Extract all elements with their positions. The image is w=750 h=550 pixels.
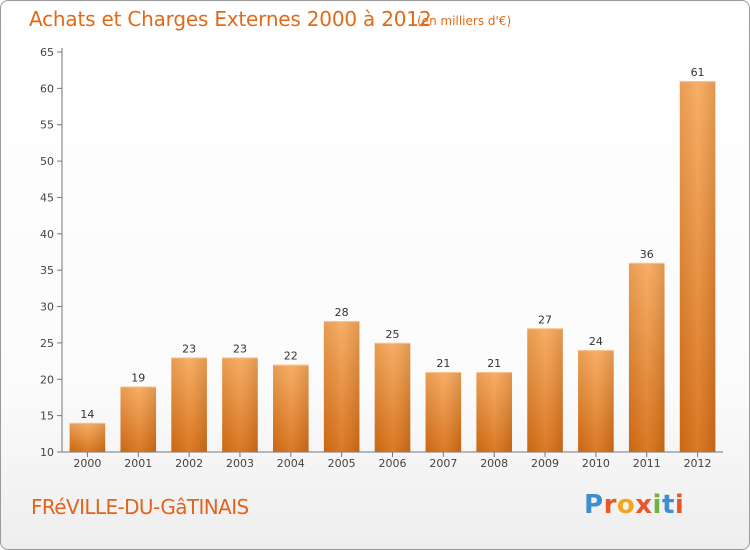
value-label-2002: 23: [182, 342, 196, 355]
value-label-2011: 36: [640, 248, 654, 261]
bar-shade-2011: [628, 262, 665, 452]
y-tick-label: 10: [40, 446, 54, 459]
bar-shade-2009: [527, 328, 563, 452]
value-label-2009: 27: [538, 313, 552, 326]
bar-shade-2005: [323, 321, 360, 452]
bar-shade-2003: [222, 357, 258, 452]
value-label-2000: 14: [80, 408, 94, 421]
x-tick-label-2001: 2001: [124, 457, 152, 470]
y-tick-label: 50: [40, 155, 54, 168]
bar-shade-2008: [476, 372, 512, 452]
x-tick-label-2000: 2000: [73, 457, 101, 470]
logo-letter: o: [616, 490, 636, 520]
value-label-2012: 61: [691, 66, 705, 79]
x-tick-label-2004: 2004: [277, 457, 305, 470]
value-label-2006: 25: [386, 328, 400, 341]
y-tick-label: 55: [40, 119, 54, 132]
y-tick-label: 20: [40, 373, 54, 386]
bars: [69, 81, 716, 452]
y-tick-label: 25: [40, 337, 54, 350]
bar-shade-2006: [374, 342, 411, 452]
value-labels: 14 19 23 23 22 28 25 21 21 27 24 36 61: [80, 66, 704, 421]
chart-subtitle: (en milliers d'€): [417, 14, 512, 28]
x-tick-label-2006: 2006: [379, 457, 407, 470]
bar-shade-2004: [273, 364, 309, 452]
y-tick-label: 15: [40, 410, 54, 423]
x-tick-label-2002: 2002: [175, 457, 203, 470]
commune-name: FRéVILLE-DU-GâTINAIS: [31, 495, 249, 519]
y-tick-label: 65: [40, 46, 54, 59]
bar-shade-2010: [578, 350, 614, 452]
value-label-2003: 23: [233, 342, 247, 355]
value-label-2005: 28: [335, 306, 349, 319]
axes: 10 15 20 25 30 35 40 45 50 55 60 65 2000 2001 2002 2003…: [40, 46, 723, 470]
x-tick-label-2011: 2011: [633, 457, 661, 470]
logo-letter: x: [635, 490, 653, 520]
y-tick-label: 40: [40, 228, 54, 241]
logo-letter: r: [603, 490, 617, 520]
bar-shade-2000: [69, 422, 106, 452]
value-label-2010: 24: [589, 335, 603, 348]
bar-shade-2012: [679, 81, 716, 452]
value-label-2007: 21: [436, 357, 450, 370]
chart-title: Achats et Charges Externes 2000 à 2012: [29, 7, 432, 31]
bar-shade-2007: [425, 372, 462, 452]
value-label-2001: 19: [131, 372, 145, 385]
x-tick-label-2008: 2008: [480, 457, 508, 470]
y-tick-label: 45: [40, 191, 54, 204]
x-tick-label-2003: 2003: [226, 457, 254, 470]
bar-shade-2001: [120, 386, 157, 452]
value-label-2004: 22: [284, 350, 298, 363]
x-tick-label-2009: 2009: [531, 457, 559, 470]
logo-letter: i: [674, 490, 685, 520]
y-tick-label: 60: [40, 82, 54, 95]
logo-letter: P: [584, 490, 604, 520]
proxiti-logo[interactable]: Proxiti: [584, 490, 684, 520]
x-tick-label-2005: 2005: [328, 457, 356, 470]
bar-shade-2002: [171, 357, 207, 452]
logo-letter: i: [652, 490, 662, 520]
x-tick-label-2010: 2010: [582, 457, 610, 470]
x-tick-label-2007: 2007: [429, 457, 457, 470]
logo-letter: t: [661, 490, 675, 520]
y-tick-label: 30: [40, 301, 54, 314]
y-tick-label: 35: [40, 264, 54, 277]
value-label-2008: 21: [487, 357, 501, 370]
x-tick-label-2012: 2012: [684, 457, 712, 470]
